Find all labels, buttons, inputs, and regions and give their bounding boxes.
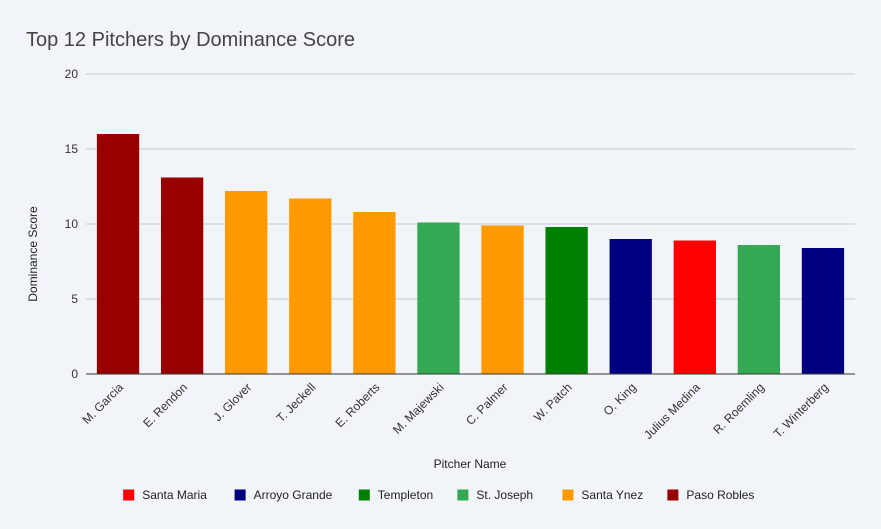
y-axis-ticks: 0 5 10 15 20 — [65, 67, 79, 381]
legend-label: Santa Ynez — [581, 488, 643, 502]
bar — [481, 225, 524, 374]
x-tick-label: O. King — [601, 380, 639, 418]
legend-swatch — [234, 489, 246, 501]
bar — [609, 239, 652, 374]
legend-swatch — [123, 489, 135, 501]
x-tick-label: M. Garcia — [79, 380, 126, 427]
chart-title: Top 12 Pitchers by Dominance Score — [26, 29, 355, 51]
y-tick-label: 15 — [65, 142, 79, 156]
bar — [801, 248, 845, 374]
legend-item: Santa Maria — [123, 488, 207, 502]
x-tick-label: E. Roberts — [333, 380, 383, 430]
bar — [673, 240, 716, 374]
x-tick-label: M. Majewski — [390, 380, 447, 437]
legend-label: Paso Robles — [686, 488, 754, 502]
y-tick-label: 5 — [71, 292, 78, 306]
legend-label: Templeton — [378, 488, 433, 502]
bar — [160, 177, 204, 374]
legend-item: Paso Robles — [667, 488, 754, 502]
grid-lines — [86, 73, 855, 300]
x-tick-label: J. Glover — [210, 380, 254, 424]
x-tick-label: T. Jeckell — [274, 380, 319, 425]
y-tick-label: 20 — [65, 67, 79, 81]
bar — [225, 191, 268, 374]
bar — [353, 212, 396, 374]
x-tick-label: T. Winterberg — [771, 380, 831, 440]
x-tick-label: W. Patch — [531, 380, 575, 424]
x-tick-label: E. Rendon — [140, 380, 190, 430]
x-tick-label: R. Roemling — [710, 380, 767, 437]
bar — [289, 198, 332, 374]
x-tick-label: Julius Medina — [641, 380, 703, 442]
legend-swatch — [358, 489, 370, 501]
legend-item: Templeton — [358, 488, 433, 502]
bar — [417, 222, 460, 374]
legend-label: Arroyo Grande — [254, 488, 333, 502]
legend-label: St. Joseph — [476, 488, 533, 502]
legend-item: St. Joseph — [457, 488, 533, 502]
legend-swatch — [667, 489, 679, 501]
legend-swatch — [457, 489, 469, 501]
bar — [96, 134, 140, 374]
legend-label: Santa Maria — [142, 488, 207, 502]
bar — [545, 227, 588, 374]
x-axis-ticks: M. Garcia E. Rendon J. Glover T. Jeckell E. … — [79, 380, 831, 442]
bar — [737, 245, 781, 374]
x-tick-label: C. Palmer — [463, 380, 511, 428]
legend-item: Santa Ynez — [562, 488, 643, 502]
bars — [96, 134, 845, 374]
y-tick-label: 0 — [71, 367, 78, 381]
y-tick-label: 10 — [65, 217, 79, 231]
x-axis-label: Pitcher Name — [434, 457, 507, 471]
legend-swatch — [562, 489, 574, 501]
legend-item: Arroyo Grande — [234, 488, 333, 502]
legend: Santa Maria Arroyo Grande Templeton St. Jos… — [123, 488, 754, 502]
y-axis-label: Dominance Score — [26, 206, 40, 302]
